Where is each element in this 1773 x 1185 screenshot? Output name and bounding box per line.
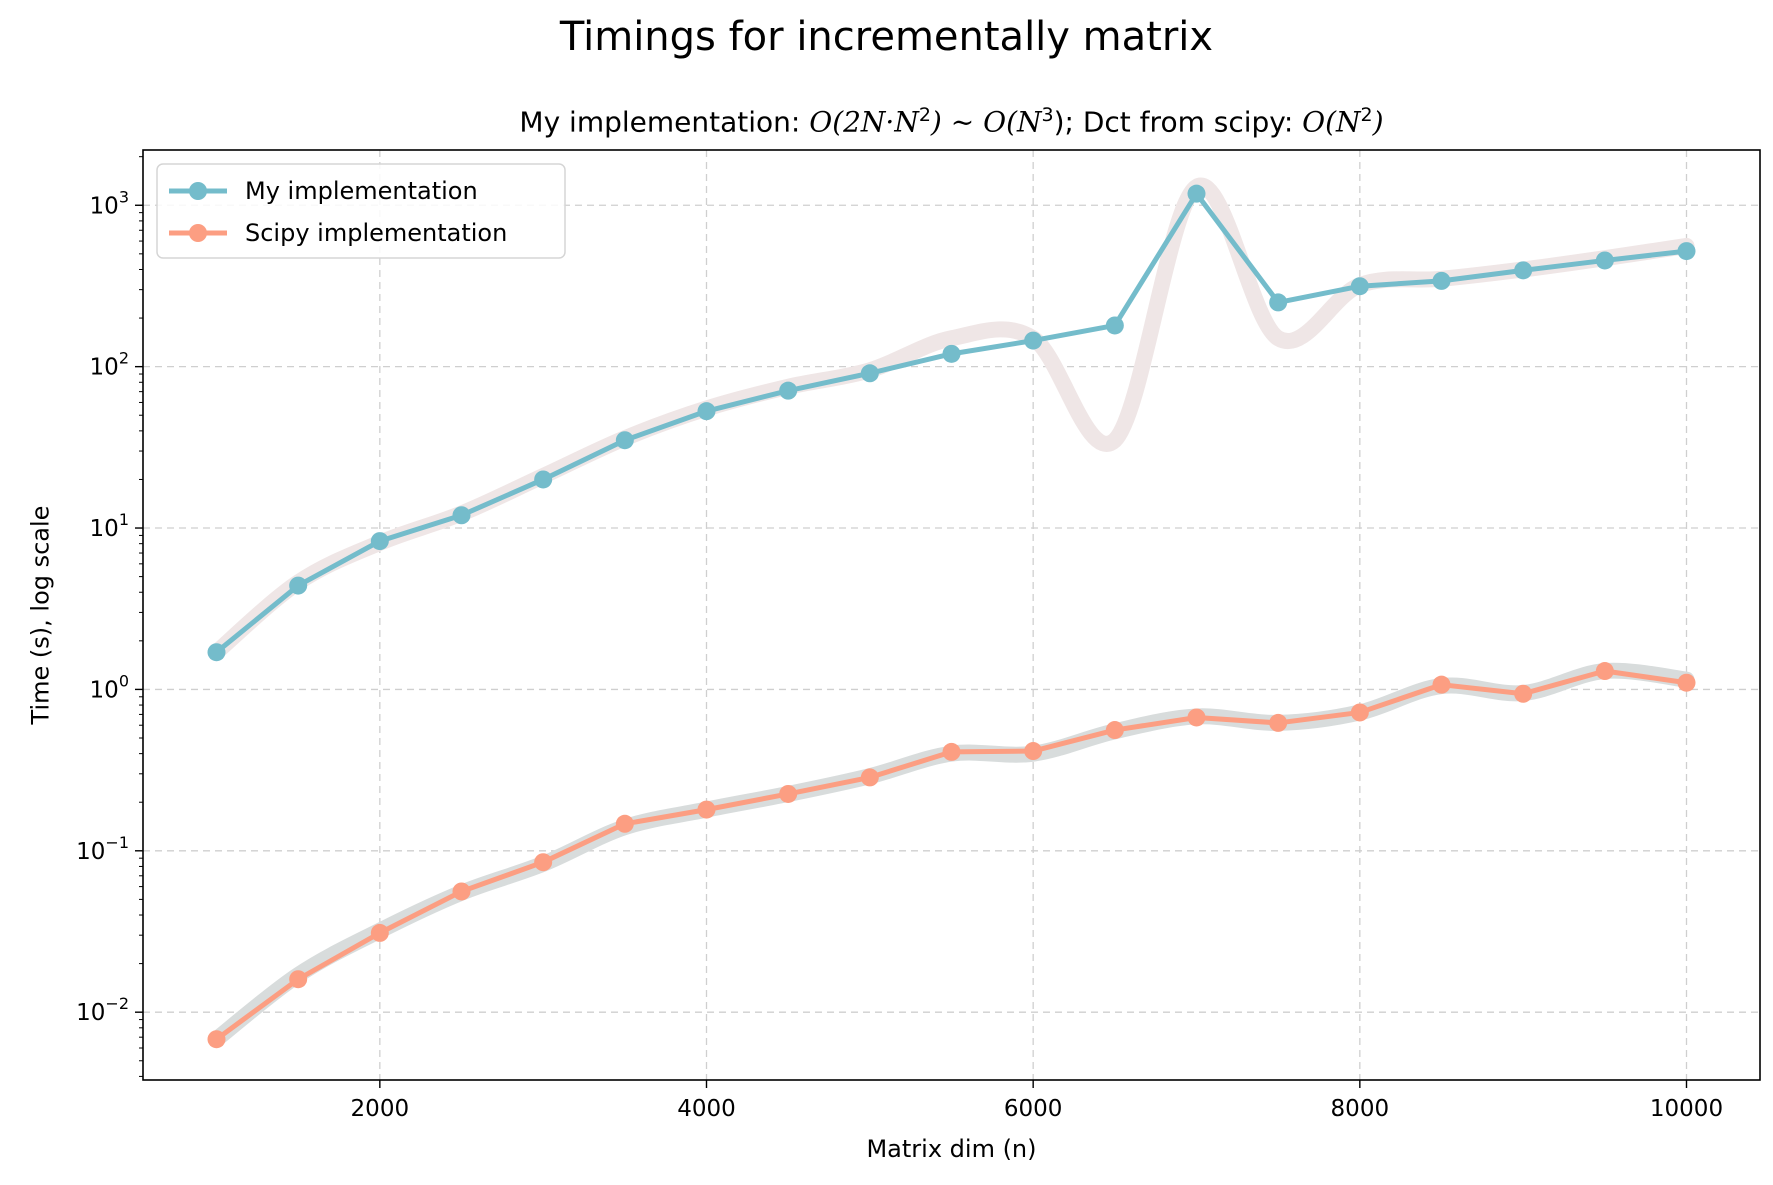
y-tick-label: 102	[90, 349, 129, 381]
data-point-1	[1105, 316, 1124, 335]
data-point-1	[1514, 261, 1533, 280]
data-point-1	[534, 470, 553, 489]
data-point-2	[1350, 703, 1369, 722]
legend-label: My implementation	[245, 177, 478, 205]
data-point-2	[534, 853, 553, 872]
y-axis-label: Time (s), log scale	[26, 506, 54, 726]
data-point-2	[370, 923, 389, 942]
legend-marker	[189, 182, 207, 200]
data-point-1	[615, 431, 634, 450]
data-point-2	[779, 784, 798, 803]
ticks-layer: 2000 4000 6000 8000 10000 10−2 10−1 100 101 102 10…	[76, 156, 1723, 1122]
data-point-1	[779, 381, 798, 400]
data-point-1	[207, 643, 226, 662]
subtitle-mid2: ); Dct from scipy:	[1053, 105, 1303, 139]
data-point-2	[1024, 742, 1043, 761]
subtitle-end: )	[1372, 105, 1384, 139]
series-line-1	[214, 191, 1687, 655]
data-point-1	[1595, 251, 1614, 270]
data-point-1	[860, 364, 879, 383]
data-point-2	[942, 742, 961, 761]
smooth-trend-layer	[208, 177, 1695, 1048]
y-tick-label: 101	[90, 510, 129, 542]
x-tick-label: 10000	[1650, 1096, 1723, 1122]
x-tick-label: 2000	[351, 1096, 410, 1122]
subtitle-sup3: 2	[1360, 104, 1373, 126]
data-point-2	[697, 800, 716, 819]
subtitle-expr1: O(2N·N	[809, 105, 919, 139]
legend-label: Scipy implementation	[245, 219, 507, 247]
data-point-2	[615, 814, 634, 833]
data-point-2	[1514, 684, 1533, 703]
data-point-2	[207, 1030, 226, 1049]
subtitle-sup1: 2	[918, 104, 931, 126]
data-point-1	[1350, 277, 1369, 296]
y-tick-label: 10−1	[76, 833, 129, 865]
y-tick-label: 100	[90, 671, 129, 703]
data-point-1	[1187, 184, 1206, 203]
legend-marker	[189, 224, 207, 242]
x-axis-label: Matrix dim (n)	[866, 1135, 1036, 1163]
data-point-2	[289, 970, 308, 989]
data-point-2	[860, 768, 879, 787]
legend: My implementation Scipy implementation	[156, 163, 566, 259]
series-line-2	[215, 668, 1687, 1042]
data-point-1	[370, 532, 389, 551]
subtitle-expr2: O(N	[1302, 105, 1361, 139]
y-tick-label: 10−2	[76, 994, 129, 1026]
data-point-1	[697, 402, 716, 421]
smooth-trend-2	[208, 662, 1695, 1048]
x-tick-label: 4000	[677, 1096, 736, 1122]
data-point-1	[1269, 293, 1288, 312]
data-point-1	[1432, 271, 1451, 290]
data-point-2	[1595, 662, 1614, 681]
data-point-1	[1024, 331, 1043, 350]
data-point-2	[452, 882, 471, 901]
data-point-1	[452, 506, 471, 525]
data-point-1	[942, 344, 961, 363]
chart-title: Timings for incrementally matrix	[559, 14, 1214, 60]
data-point-2	[1677, 673, 1696, 692]
data-point-1	[289, 576, 308, 595]
chart-subtitle: My implementation: O(2N·N2) ~ O(N3); Dct…	[143, 104, 1760, 138]
data-point-1	[1677, 242, 1696, 261]
plot-frame	[142, 149, 1761, 1081]
data-point-2	[1432, 675, 1451, 694]
data-point-2	[1187, 708, 1206, 727]
legend-box	[156, 163, 566, 259]
y-tick-label: 103	[90, 187, 129, 219]
subtitle-part1: My implementation:	[519, 105, 810, 139]
x-tick-label: 6000	[1004, 1096, 1063, 1122]
x-tick-label: 8000	[1331, 1096, 1390, 1122]
data-point-2	[1269, 713, 1288, 732]
subtitle-sup2: 3	[1041, 104, 1054, 126]
data-point-2	[1105, 721, 1124, 740]
grid-layer	[143, 150, 1760, 1080]
subtitle-mid1: ) ~ O(N	[930, 105, 1042, 139]
series-layer	[207, 184, 1696, 1049]
